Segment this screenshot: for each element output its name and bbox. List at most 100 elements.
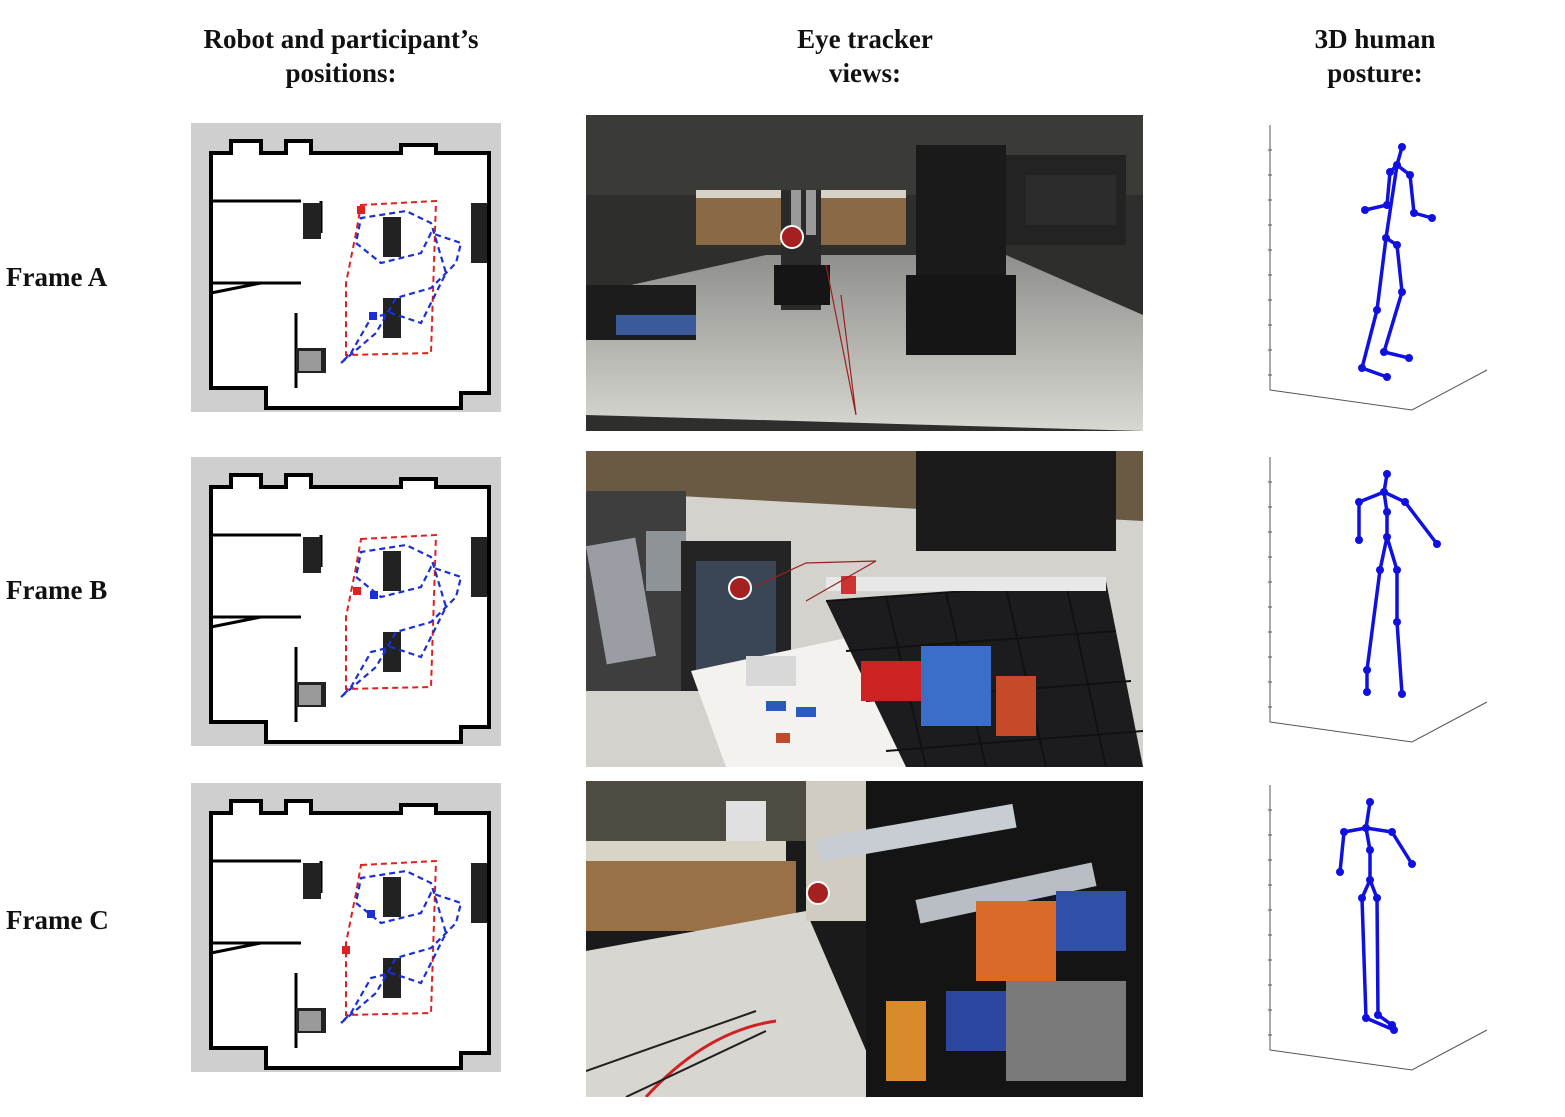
- skeleton-joint: [1408, 860, 1416, 868]
- shelf-obstacle: [303, 537, 321, 573]
- wall: [210, 941, 262, 955]
- robot-position-marker: [342, 946, 350, 954]
- skeleton-bone: [1360, 308, 1379, 370]
- posture-plot-frame-c: [1262, 780, 1492, 1085]
- skeleton-joint: [1398, 143, 1406, 151]
- skeleton-joint: [1376, 566, 1384, 574]
- header-posture: 3D human posture:: [1225, 22, 1525, 90]
- skeleton-joint: [1406, 171, 1414, 179]
- robot-position-marker: [353, 587, 361, 595]
- skeleton-bone: [1385, 535, 1399, 572]
- skeleton-bone: [1360, 366, 1389, 379]
- floor-plan: [209, 799, 491, 1070]
- header-positions: Robot and participant’s positions:: [176, 22, 506, 90]
- eye-tracker-view-frame-b: [586, 451, 1143, 767]
- robot-path: [345, 533, 438, 691]
- skeleton-joint: [1361, 206, 1369, 214]
- shelf-obstacle: [383, 877, 401, 917]
- skeleton-bone: [1364, 826, 1394, 834]
- skeleton-bone: [1378, 535, 1389, 572]
- posture-axes: [1269, 785, 1488, 1071]
- participant-position-marker: [369, 312, 377, 320]
- skeleton-bone: [1357, 490, 1386, 504]
- wall: [210, 615, 262, 629]
- skeleton-joint: [1383, 470, 1391, 478]
- skeleton-joint: [1393, 566, 1401, 574]
- skeleton-bone: [1360, 896, 1368, 1020]
- skeleton-joint: [1398, 288, 1406, 296]
- skeleton-bone: [1364, 800, 1372, 830]
- skeleton-joint: [1340, 828, 1348, 836]
- skeleton-joint: [1362, 824, 1370, 832]
- robot-position-marker: [357, 206, 365, 214]
- skeleton-joint: [1382, 234, 1390, 242]
- participant-path: [340, 209, 463, 364]
- shelf-obstacle: [383, 298, 401, 338]
- posture-axes: [1269, 457, 1488, 743]
- skeleton-joint: [1401, 498, 1409, 506]
- eye-tracker-view-frame-c: [586, 781, 1143, 1097]
- gaze-marker-frame-b: [728, 576, 752, 600]
- map-gray-area: [299, 1011, 321, 1031]
- skeleton-joint: [1386, 168, 1394, 176]
- row-label-frame-c: Frame C: [6, 905, 109, 935]
- skeleton-bone: [1385, 170, 1392, 207]
- floor-plan: [209, 473, 491, 744]
- skeleton-joint: [1393, 161, 1401, 169]
- shelf-obstacle: [383, 632, 401, 672]
- map-frame-a: [191, 123, 501, 412]
- posture-axes: [1269, 125, 1488, 411]
- skeleton-joint: [1355, 536, 1363, 544]
- header-posture-line2: posture:: [1327, 58, 1423, 88]
- skeleton-joint: [1383, 508, 1391, 516]
- skeleton-bone: [1395, 620, 1404, 696]
- skeleton-joint: [1366, 876, 1374, 884]
- skeleton-joint: [1373, 894, 1381, 902]
- skeleton-joint: [1388, 828, 1396, 836]
- skeleton-bone: [1403, 500, 1439, 546]
- skeleton-bone: [1375, 896, 1380, 1017]
- eye-tracker-view-frame-a: [586, 115, 1143, 431]
- skeleton-joint: [1358, 364, 1366, 372]
- floor-plan: [209, 139, 491, 410]
- skeleton-joint: [1383, 533, 1391, 541]
- skeleton-joint: [1393, 618, 1401, 626]
- skeleton-joint: [1373, 306, 1381, 314]
- wall: [210, 281, 262, 295]
- header-eye-tracker: Eye tracker views:: [700, 22, 1030, 90]
- shelf-obstacle: [303, 203, 321, 239]
- skeleton-joint: [1383, 201, 1391, 209]
- skeleton-joint: [1358, 894, 1366, 902]
- header-eye-tracker-line2: views:: [829, 58, 901, 88]
- skeleton-joint: [1410, 209, 1418, 217]
- skeleton-joint: [1433, 540, 1441, 548]
- shelf-obstacle: [383, 217, 401, 257]
- skeleton-bone: [1382, 290, 1404, 354]
- shelf-obstacle: [383, 551, 401, 591]
- posture-plot-frame-a: [1262, 120, 1492, 425]
- skeleton-joint: [1380, 488, 1388, 496]
- skeleton-joint: [1363, 666, 1371, 674]
- skeleton-joint: [1366, 798, 1374, 806]
- skeleton-bone: [1408, 173, 1416, 215]
- robot-path: [345, 199, 438, 357]
- header-positions-line1: Robot and participant’s: [203, 24, 479, 54]
- skeleton-bone: [1375, 236, 1388, 312]
- skeleton-joint: [1388, 1021, 1396, 1029]
- row-label-frame-a: Frame A: [6, 262, 108, 292]
- robot-path: [345, 859, 438, 1017]
- posture-plot-frame-b: [1262, 452, 1492, 757]
- skeleton-joint: [1428, 214, 1436, 222]
- skeleton-bone: [1390, 830, 1414, 866]
- gaze-marker-frame-c: [806, 881, 830, 905]
- skeleton-joint: [1393, 241, 1401, 249]
- skeleton-joint: [1398, 690, 1406, 698]
- header-posture-line1: 3D human: [1314, 24, 1436, 54]
- map-frame-c: [191, 783, 501, 1072]
- skeleton-joint: [1362, 1014, 1370, 1022]
- skeleton-joint: [1355, 498, 1363, 506]
- skeleton-joint: [1383, 373, 1391, 381]
- shelf-obstacle: [383, 958, 401, 998]
- skeleton-joint: [1336, 868, 1344, 876]
- skeleton-joint: [1380, 348, 1388, 356]
